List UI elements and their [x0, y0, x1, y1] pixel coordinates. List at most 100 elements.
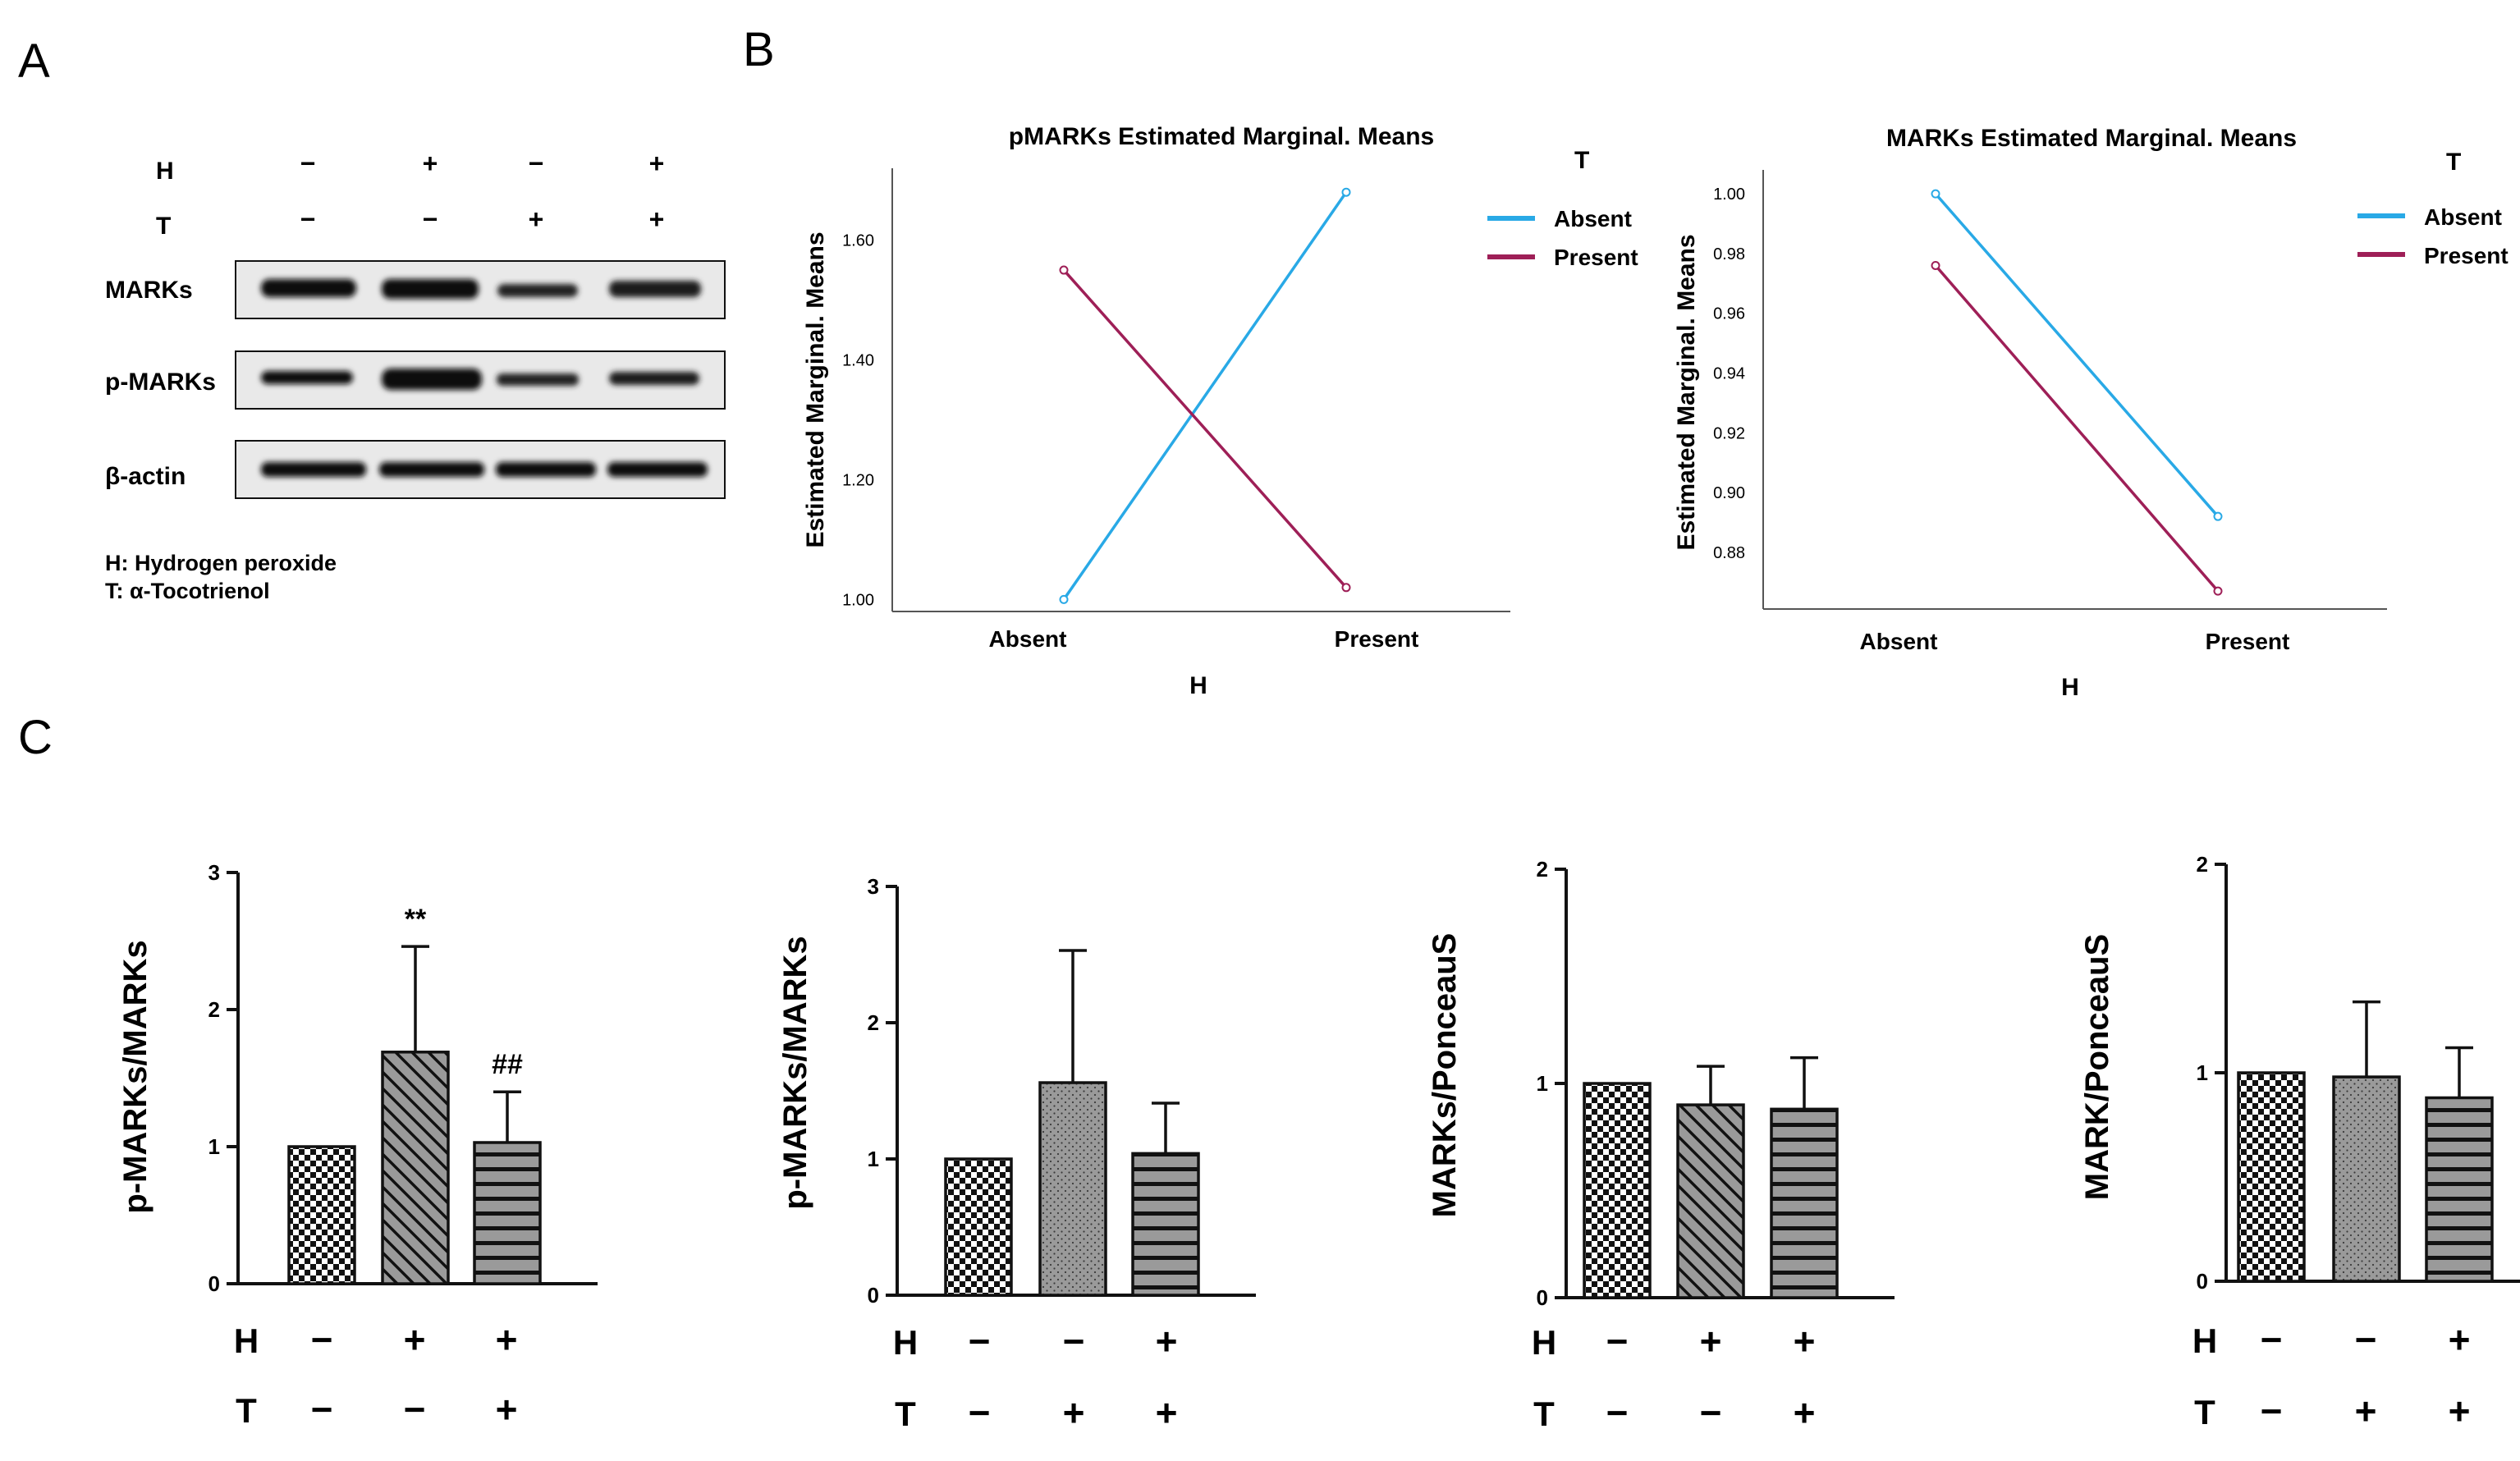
legend-title: T [1574, 147, 1589, 174]
t-sign: + [1794, 1391, 1816, 1434]
blot-legend-h: H: Hydrogen peroxide [105, 551, 337, 575]
blot-band [497, 373, 579, 386]
y-tick-label: 0.90 [1713, 484, 1745, 502]
y-tick-label: 0.88 [1713, 544, 1745, 562]
chart-title: MARKs Estimated Marginal. Means [1886, 125, 2297, 152]
western-blot: H T − + − + − − + + MARKs p-MARKs β-acti… [105, 149, 726, 603]
line-chart-marks: MARKs Estimated Marginal. Means Estimate… [1673, 125, 2509, 701]
bar [2332, 1075, 2401, 1283]
legend-label-present: Present [1554, 245, 1638, 270]
row-label-h: H [234, 1321, 259, 1360]
bar-chart-1: p-MARKs/MARKs 0 1 2 3 ** ## H T − + + − … [117, 860, 598, 1431]
data-point [2213, 586, 2223, 596]
blot-band [261, 462, 366, 477]
h-sign: − [1606, 1320, 1629, 1363]
blot-band [379, 462, 484, 477]
y-tick-label: 1.00 [1713, 185, 1745, 204]
x-tick-label: Absent [1860, 629, 1938, 654]
t-sign: + [1063, 1391, 1085, 1434]
x-tick-label: Absent [989, 626, 1067, 652]
h-sign: − [969, 1320, 991, 1363]
bar [1770, 1107, 1839, 1299]
x-axis-label: H [1189, 672, 1207, 699]
y-tick-label: 1.40 [842, 352, 874, 370]
h-sign: + [496, 1318, 518, 1361]
blot-t-sign: − [423, 204, 438, 234]
blot-band [607, 462, 708, 477]
h-sign: + [1156, 1320, 1178, 1363]
blot-t-sign: + [649, 204, 665, 234]
x-tick-label: Present [1335, 626, 1419, 652]
data-point [1059, 594, 1069, 604]
y-tick-label: 0.98 [1713, 245, 1745, 263]
line-chart-pmarks: pMARKs Estimated Marginal. Means Estimat… [802, 123, 1638, 699]
bar [287, 1145, 356, 1285]
row-label-t: T [895, 1395, 916, 1433]
bar [381, 1051, 450, 1285]
x-axis-label: H [2061, 674, 2079, 701]
y-tick-label: 0.96 [1713, 305, 1745, 323]
h-sign: + [404, 1318, 426, 1361]
y-tick-label: 0.92 [1713, 424, 1745, 442]
row-label-h: H [1532, 1323, 1556, 1362]
series-line-absent [1934, 192, 2220, 518]
y-tick-label: 1 [868, 1147, 879, 1171]
t-sign: − [2261, 1390, 2283, 1432]
data-point [1341, 187, 1351, 197]
legend-label-absent: Absent [1554, 206, 1632, 231]
y-tick-label: 0 [1537, 1285, 1548, 1310]
chart-title: pMARKs Estimated Marginal. Means [1009, 123, 1434, 150]
blot-h-sign: + [649, 149, 665, 178]
y-tick-label: 0 [868, 1283, 879, 1308]
row-label-t: T [1533, 1395, 1555, 1433]
row-label-t: T [236, 1391, 257, 1430]
bar-chart-3: MARKs/PonceauS 0 1 2 H T − + + − − + [1427, 857, 1895, 1434]
legend-title: T [2446, 149, 2461, 176]
y-tick-label: 1 [208, 1134, 220, 1159]
band-label-p-marks: p-MARKs [105, 369, 216, 396]
y-axis-label: MARKs/PonceauS [1427, 933, 1463, 1218]
y-tick-label: 0 [208, 1271, 220, 1296]
y-tick-label: 2 [868, 1010, 879, 1035]
bar [1583, 1082, 1652, 1299]
h-sign: − [1063, 1320, 1085, 1363]
row-label-h: H [2192, 1321, 2217, 1360]
x-tick-label: Present [2206, 629, 2290, 654]
t-sign: − [1606, 1391, 1629, 1434]
y-tick-label: 1 [2197, 1060, 2208, 1085]
y-tick-label: 2 [208, 997, 220, 1022]
legend-label-present: Present [2424, 243, 2509, 268]
panel-label-b: B [743, 23, 775, 76]
y-tick-label: 1.20 [842, 471, 874, 489]
t-sign: + [496, 1388, 518, 1431]
row-label-t: T [2194, 1393, 2215, 1431]
band-label-beta-actin: β-actin [105, 463, 186, 490]
blot-h-sign: − [300, 149, 316, 178]
bar [1038, 1081, 1107, 1297]
y-tick-label: 3 [208, 860, 220, 885]
bar-chart-4: MARK/PonceauS 0 1 2 H T − − + − + + [2079, 852, 2520, 1432]
y-tick-label: 3 [868, 874, 879, 899]
row-label-h: H [893, 1323, 918, 1362]
h-sign: − [311, 1318, 333, 1361]
data-point [1931, 189, 1940, 199]
y-axis-label: MARK/PonceauS [2079, 934, 2115, 1201]
blot-band [496, 462, 596, 477]
bar [1131, 1152, 1200, 1297]
blot-t-sign: − [300, 204, 316, 234]
panel-label-c: C [18, 711, 53, 764]
y-axis-label: Estimated Marginal. Means [1673, 234, 1700, 550]
h-sign: + [1700, 1320, 1722, 1363]
t-sign: + [2355, 1390, 2377, 1432]
blot-band [382, 279, 479, 299]
h-sign: + [1794, 1320, 1816, 1363]
y-axis-label: p-MARKs/MARKs [777, 936, 813, 1209]
bar [2237, 1071, 2306, 1283]
bar [944, 1157, 1013, 1297]
bar [1676, 1103, 1745, 1299]
y-axis-label: p-MARKs/MARKs [117, 940, 153, 1213]
significance-annotation: ** [405, 904, 427, 935]
blot-row-h-label: H [156, 158, 174, 185]
blot-t-sign: + [529, 204, 544, 234]
